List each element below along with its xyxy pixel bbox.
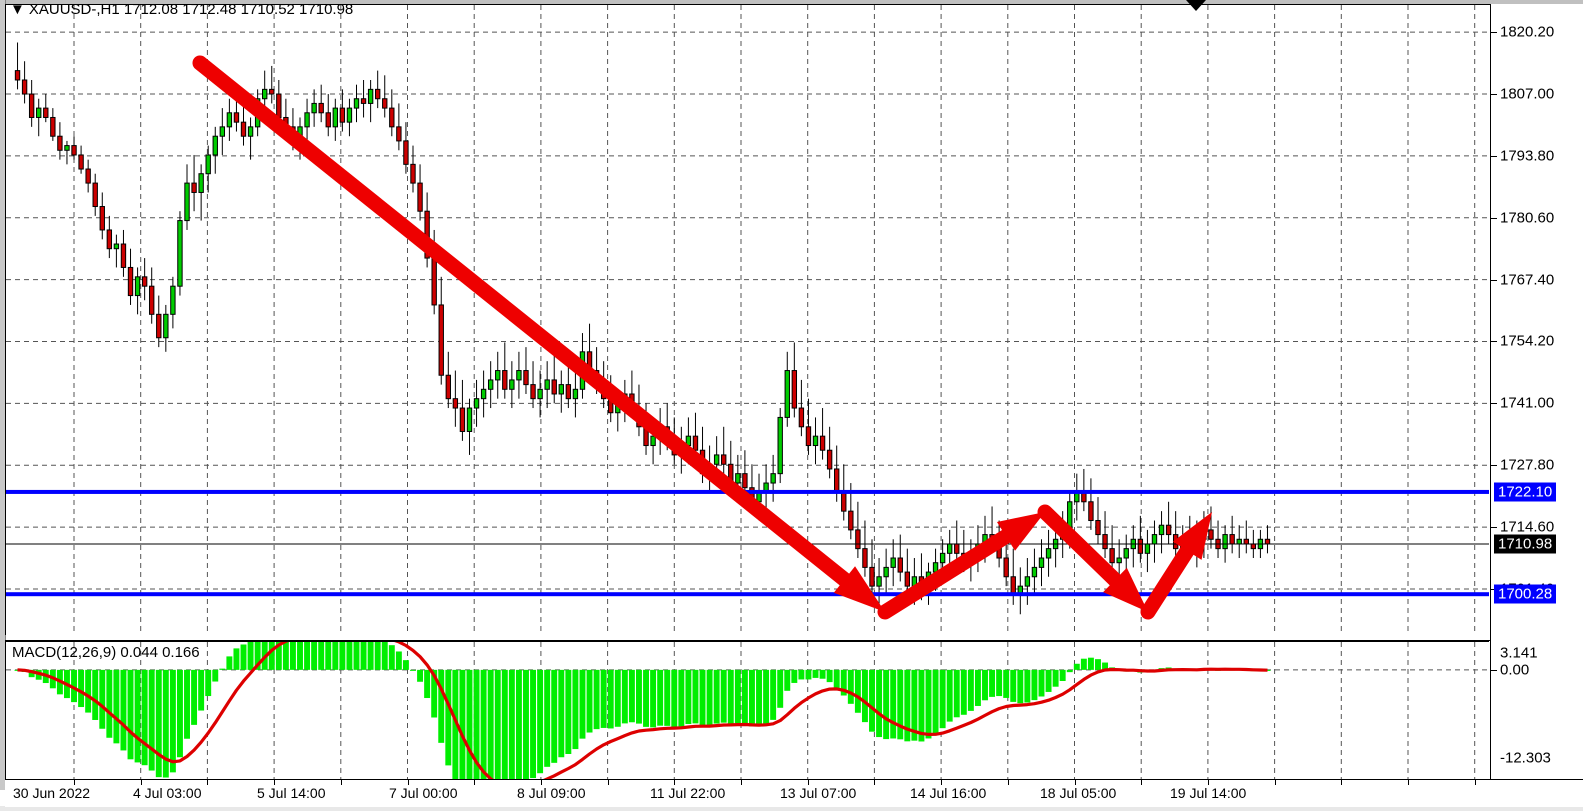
price-axis-tick (1491, 465, 1497, 467)
price-axis-label: 1767.40 (1500, 271, 1555, 289)
macd-chart-canvas (6, 642, 1489, 779)
triangle-down-marker (1186, 0, 1206, 11)
time-axis-label: 19 Jul 14:00 (1170, 785, 1247, 801)
time-axis-label: 4 Jul 03:00 (133, 785, 202, 801)
pullback-down-arrow-shaft (1037, 504, 1127, 592)
time-axis-tick (474, 780, 476, 785)
time-axis-tick (1474, 780, 1476, 785)
chart-symbol-header: ▼ XAUUSD-,H1 1712.08 1712.48 1710.52 1710… (10, 1, 353, 18)
time-axis-label: 14 Jul 16:00 (910, 785, 987, 801)
time-axis-label: 30 Jun 2022 (13, 785, 91, 801)
time-axis-tick (674, 780, 676, 785)
time-axis-tick (74, 780, 75, 785)
price-axis-label: 1727.80 (1500, 456, 1555, 474)
time-axis-label: 13 Jul 07:00 (780, 785, 857, 801)
time-axis-label: 11 Jul 22:00 (650, 785, 726, 801)
macd-axis-tick (1491, 670, 1497, 671)
time-axis-tick (874, 780, 876, 785)
price-axis-tick (1491, 94, 1497, 96)
macd-label: MACD(12,26,9) 0.044 0.166 (12, 644, 200, 661)
price-axis-label: 1754.20 (1500, 332, 1555, 350)
price-axis-tick (1491, 341, 1497, 343)
support-level-tag[interactable]: 1700.28 (1494, 584, 1557, 604)
triangle-down-icon[interactable]: ▼ (10, 1, 25, 18)
time-axis-tick (607, 780, 609, 785)
price-axis[interactable]: 1820.20 1807.00 1793.80 1780.60 1767.40 1754.… (1490, 4, 1583, 779)
time-axis-tick (741, 780, 742, 785)
time-axis-tick (941, 780, 943, 785)
price-axis-label: 1793.80 (1500, 147, 1555, 165)
time-axis-tick (807, 780, 809, 785)
price-axis-tick (1491, 32, 1497, 34)
horizontal-level-line[interactable] (6, 489, 1489, 494)
downtrend-arrow-head (833, 566, 885, 612)
price-axis-label: 1820.20 (1500, 23, 1555, 41)
price-axis-label: 1714.60 (1500, 518, 1555, 536)
time-axis-label: 7 Jul 00:00 (389, 785, 458, 801)
resistance-level-tag[interactable]: 1722.10 (1494, 482, 1557, 502)
horizontal-level-line[interactable] (6, 592, 1489, 597)
macd-histogram (14, 642, 1271, 779)
time-axis-tick (1007, 780, 1009, 785)
time-axis-tick (1341, 780, 1343, 785)
price-chart-canvas (6, 5, 1489, 633)
time-axis-tick (1207, 780, 1209, 785)
pullback-down-arrow-head (1103, 567, 1148, 612)
projection-up-arrow-head (1172, 512, 1212, 560)
time-axis: 30 Jun 2022 4 Jul 03:00 5 Jul 14:00 7 Jul 0… (5, 779, 1583, 807)
window-bottom-strip (0, 806, 1583, 811)
time-axis-label: 5 Jul 14:00 (257, 785, 326, 801)
time-axis-tick (540, 780, 542, 785)
time-axis-tick (207, 780, 209, 785)
time-axis-label: 8 Jul 09:00 (517, 785, 586, 801)
chart-symbol-text: XAUUSD-,H1 1712.08 1712.48 1710.52 1710.… (28, 1, 354, 18)
price-axis-label: 1780.60 (1500, 209, 1555, 227)
time-axis-tick (274, 780, 276, 785)
macd-axis-label: 3.141 (1500, 644, 1538, 662)
time-axis-tick (1074, 780, 1076, 785)
time-axis-tick (140, 780, 142, 785)
macd-axis-label: 0.00 (1500, 661, 1530, 679)
macd-signal-line (17, 642, 1268, 779)
time-axis-tick (340, 780, 342, 785)
current-price-tag[interactable]: 1710.98 (1494, 534, 1557, 554)
price-axis-tick (1491, 527, 1497, 529)
time-axis-tick (1141, 780, 1143, 785)
rebound-up-arrow-shaft (877, 525, 1019, 620)
time-axis-tick (407, 780, 409, 785)
price-axis-label: 1807.00 (1500, 85, 1555, 103)
price-axis-tick (1491, 403, 1497, 405)
rebound-up-arrow-head (996, 512, 1045, 551)
price-axis-tick (1491, 217, 1497, 219)
downtrend-arrow-shaft (192, 55, 857, 591)
window-top-strip (0, 0, 1583, 4)
time-axis-label: 18 Jul 05:00 (1040, 785, 1117, 801)
time-axis-tick (1274, 780, 1276, 785)
price-chart-pane[interactable] (6, 5, 1489, 633)
price-axis-label: 1741.00 (1500, 394, 1555, 412)
projection-up-arrow-shaft (1140, 538, 1198, 620)
time-axis-tick (1408, 780, 1409, 785)
macd-indicator-pane[interactable]: MACD(12,26,9) 0.044 0.166 (6, 641, 1489, 780)
price-axis-tick (1491, 155, 1497, 157)
annotation-arrows[interactable] (192, 55, 1212, 620)
candlestick-series (14, 42, 1271, 615)
macd-axis-label: -12.303 (1500, 749, 1551, 767)
price-axis-tick (1491, 279, 1497, 281)
